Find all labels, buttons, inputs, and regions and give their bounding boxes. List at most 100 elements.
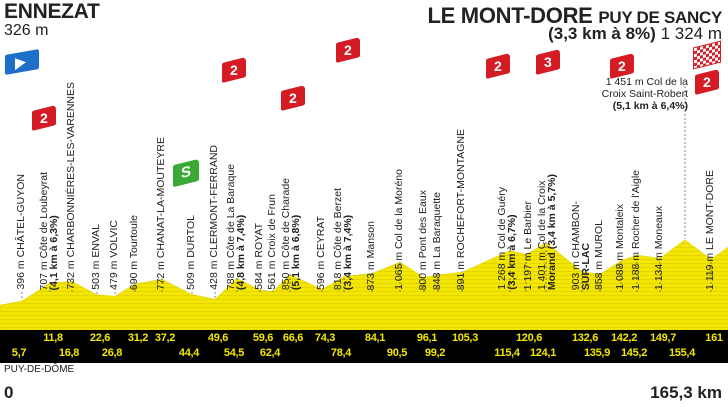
finish-altitude: 1 324 m bbox=[660, 24, 722, 43]
km-label: 16,8 bbox=[58, 347, 80, 359]
finish-climb: (3,3 km à 8%) bbox=[548, 24, 656, 43]
waypoint-label: 1 401 m Col de la Croix Morand (3,4 km à … bbox=[536, 173, 558, 290]
waypoint-label: 1 197 m Le Barbier bbox=[522, 200, 534, 290]
waypoint-label: 1 065 m Col de la Moréno bbox=[393, 169, 405, 290]
finish-info: (3,3 km à 8%) 1 324 m bbox=[548, 24, 722, 44]
km-label: 132,6 bbox=[571, 332, 599, 344]
waypoint-label: 479 m VOLVIC bbox=[108, 220, 120, 290]
start-town: ENNEZAT bbox=[4, 0, 100, 23]
waypoint-label: 818 m Côte de Berzet (3,4 km à 7,4%) bbox=[332, 188, 354, 290]
label-line: Croix Saint-Robert bbox=[601, 88, 688, 100]
waypoint-label: 788 m Côte de La Baraque (4,8 km à 7,4%) bbox=[225, 164, 247, 290]
km-label: 49,6 bbox=[207, 332, 229, 344]
km-label: 96,1 bbox=[416, 332, 438, 344]
waypoint-label: 891 m ROCHEFORT-MONTAGNE bbox=[455, 128, 467, 290]
waypoint-name: 732 m CHARBONNIÈRES-LES-VARENNES bbox=[65, 82, 77, 290]
waypoint-climb-detail: Morand (3,4 km à 5,7%) bbox=[546, 173, 558, 290]
km-label: 90,5 bbox=[386, 347, 408, 359]
waypoint-name: 584 m ROYAT bbox=[253, 223, 265, 290]
waypoint-label: 772 m CHANAT-LA-MOUTEYRE bbox=[155, 136, 167, 290]
km-label: 155,4 bbox=[668, 347, 696, 359]
km-label: 142,2 bbox=[610, 332, 638, 344]
waypoint-label: 509 m DURTOL bbox=[185, 215, 197, 290]
waypoint-label: 1 188 m Rocher de l'Aigle bbox=[630, 170, 642, 290]
km-label: 84,1 bbox=[364, 332, 386, 344]
km-label: 44,4 bbox=[178, 347, 200, 359]
finish-title: LE MONT-DORE PUY DE SANCY bbox=[427, 3, 722, 29]
finish-town: LE MONT-DORE bbox=[427, 3, 593, 28]
waypoint-name: 873 m Manson bbox=[365, 220, 377, 290]
waypoint-label: 732 m CHARBONNIÈRES-LES-VARENNES bbox=[65, 82, 77, 290]
waypoint-name: 561 m Croix de Frun bbox=[266, 194, 278, 290]
waypoint-label: 873 m Manson bbox=[365, 220, 377, 290]
waypoint-label: 850 m Côte de Charade (5,1 km à 6,8%) bbox=[280, 178, 302, 290]
waypoint-name: 1 197 m Le Barbier bbox=[522, 200, 534, 290]
km-label: 54,5 bbox=[223, 347, 245, 359]
waypoint-label: 1 088 m Montaleix bbox=[614, 204, 626, 290]
waypoint-name: 396 m CHÂTEL-GUYON bbox=[15, 174, 27, 290]
waypoint-name: 503 m ENVAL bbox=[90, 224, 102, 290]
label-line: 1 451 m Col de la bbox=[605, 76, 688, 88]
waypoint-climb-detail: SUR-LAC bbox=[580, 242, 592, 290]
km-label: 59,6 bbox=[252, 332, 274, 344]
waypoint-name: 848 m La Baraquette bbox=[431, 191, 443, 290]
finish-subtitle: PUY DE SANCY bbox=[598, 8, 722, 27]
waypoint-label: 1 119 m LE MONT-DORE bbox=[704, 169, 716, 290]
waypoint-label: 561 m Croix de Frun bbox=[266, 194, 278, 290]
waypoint-name: 479 m VOLVIC bbox=[108, 220, 120, 290]
waypoint-label: 848 m La Baraquette bbox=[431, 191, 443, 290]
km-label: 37,2 bbox=[154, 332, 176, 344]
waypoint-climb-detail: (4,8 km à 7,4%) bbox=[235, 214, 247, 290]
km-label: 135,9 bbox=[583, 347, 611, 359]
label-detail: (5,1 km à 6,4%) bbox=[612, 100, 688, 112]
waypoint-label: 428 m CLERMONT-FERRAND bbox=[208, 145, 220, 290]
waypoint-name: 596 m CEYRAT bbox=[315, 216, 327, 290]
waypoint-name: 858 m MUROL bbox=[593, 219, 605, 290]
km-label: 145,2 bbox=[620, 347, 648, 359]
km-label: 78,4 bbox=[330, 347, 352, 359]
waypoint-name: 690 m Tourtoule bbox=[128, 214, 140, 290]
waypoint-label: 503 m ENVAL bbox=[90, 224, 102, 290]
waypoint-name: 1 065 m Col de la Moréno bbox=[393, 169, 405, 290]
waypoint-name: 800 m Pont des Eaux bbox=[417, 189, 429, 290]
waypoint-label: 903 m CHAMBON- SUR-LAC bbox=[570, 201, 592, 290]
waypoint-climb-detail: (3,4 km à 7,4%) bbox=[342, 214, 354, 290]
waypoint-label: 1 134 m Moneaux bbox=[653, 205, 665, 290]
km-bar bbox=[0, 330, 728, 363]
km-label: 120,6 bbox=[515, 332, 543, 344]
waypoint-label: 800 m Pont des Eaux bbox=[417, 189, 429, 290]
km-label: 124,1 bbox=[529, 347, 557, 359]
distance-start: 0 bbox=[4, 383, 14, 402]
km-label: 66,6 bbox=[282, 332, 304, 344]
waypoint-name: 772 m CHANAT-LA-MOUTEYRE bbox=[155, 136, 167, 290]
waypoint-label: 1 268 m Col de Guéry (3,4 km à 6,7%) bbox=[496, 187, 518, 290]
waypoint-name: 891 m ROCHEFORT-MONTAGNE bbox=[455, 128, 467, 290]
km-label: 11,8 bbox=[43, 332, 63, 344]
waypoint-name: 1 188 m Rocher de l'Aigle bbox=[630, 170, 642, 290]
waypoint-label-croix-saint-robert: 1 451 m Col de la Croix Saint-Robert (5,… bbox=[560, 76, 688, 112]
km-label: 74,3 bbox=[314, 332, 336, 344]
km-label: 5,7 bbox=[11, 347, 27, 359]
km-label: 149,7 bbox=[649, 332, 677, 344]
km-label: 62,4 bbox=[259, 347, 281, 359]
waypoint-label: 584 m ROYAT bbox=[253, 223, 265, 290]
km-label: 26,8 bbox=[101, 347, 123, 359]
region-label: PUY-DE-DÔME bbox=[4, 364, 75, 375]
waypoint-name: 428 m CLERMONT-FERRAND bbox=[208, 145, 220, 290]
km-label: 22,6 bbox=[89, 332, 111, 344]
waypoint-label: 396 m CHÂTEL-GUYON bbox=[15, 174, 27, 290]
waypoint-name: 1 134 m Moneaux bbox=[653, 205, 665, 290]
waypoint-label: 596 m CEYRAT bbox=[315, 216, 327, 290]
km-label: 115,4 bbox=[494, 347, 520, 359]
waypoint-name: 509 m DURTOL bbox=[185, 215, 197, 290]
waypoint-name: 1 119 m LE MONT-DORE bbox=[704, 169, 716, 290]
waypoint-label: 858 m MUROL bbox=[593, 219, 605, 290]
waypoint-climb-detail: (5,1 km à 6,8%) bbox=[290, 214, 302, 290]
start-altitude: 326 m bbox=[4, 22, 49, 39]
waypoint-name: 1 088 m Montaleix bbox=[614, 204, 626, 290]
waypoint-label: 690 m Tourtoule bbox=[128, 214, 140, 290]
waypoint-climb-detail: (4,1 km à 6,3%) bbox=[48, 214, 60, 290]
waypoint-label: 707 m Côte de Loubeyrat (4,1 km à 6,3%) bbox=[38, 172, 60, 291]
distance-total: 165,3 km bbox=[650, 383, 722, 402]
